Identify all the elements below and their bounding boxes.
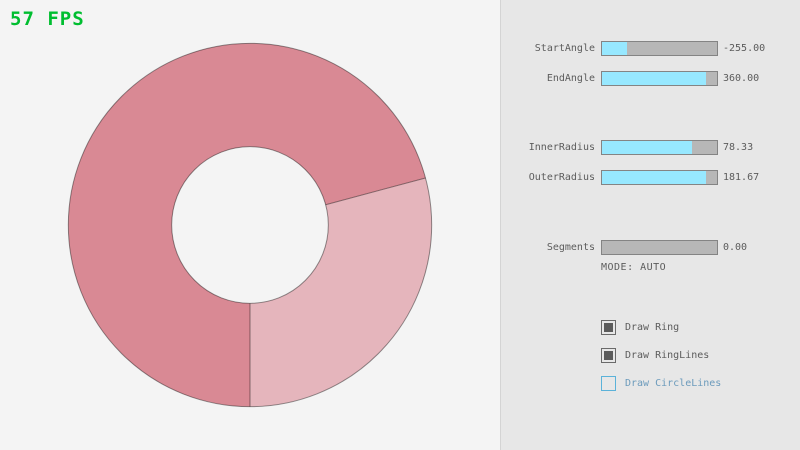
slider-row-startangle: StartAngle -255.00	[501, 41, 800, 56]
segments-value: 0.00	[723, 242, 748, 253]
outerradius-slider-fill	[602, 171, 707, 184]
outerradius-label: OuterRadius	[528, 172, 595, 183]
innerradius-slider-fill	[602, 141, 693, 154]
checkbox-label-draw-ringlines: Draw RingLines	[625, 350, 710, 361]
endangle-slider[interactable]	[601, 71, 718, 86]
segments-slider[interactable]	[601, 240, 718, 255]
innerradius-slider[interactable]	[601, 140, 718, 155]
outerradius-slider[interactable]	[601, 170, 718, 185]
ring-outer-outline	[67, 42, 433, 408]
ring-radial-line-start	[325, 177, 426, 206]
control-panel: StartAngle -255.00 EndAngle 360.00 Inner…	[500, 0, 800, 450]
endangle-value: 360.00	[723, 73, 760, 84]
ring-inner-outline	[171, 146, 329, 304]
ring-sector-double-pass	[68, 43, 426, 407]
slider-row-segments: Segments 0.00	[501, 240, 800, 255]
endangle-label: EndAngle	[546, 73, 595, 84]
innerradius-label: InnerRadius	[528, 142, 595, 153]
checkbox-label-draw-ring: Draw Ring	[625, 322, 680, 333]
slider-row-innerradius: InnerRadius 78.33	[501, 140, 800, 155]
innerradius-value: 78.33	[723, 142, 754, 153]
segments-label: Segments	[546, 242, 595, 253]
checkbox-label-draw-circlelines: Draw CircleLines	[625, 378, 722, 389]
checkbox-box-draw-ring[interactable]	[601, 320, 616, 335]
outerradius-value: 181.67	[723, 172, 760, 183]
startangle-label: StartAngle	[534, 43, 595, 54]
checkbox-box-draw-circlelines[interactable]	[601, 376, 616, 391]
ring-sector-single-pass	[250, 177, 432, 407]
startangle-slider[interactable]	[601, 41, 718, 56]
segments-mode-text: MODE: AUTO	[601, 262, 667, 273]
slider-row-outerradius: OuterRadius 181.67	[501, 170, 800, 185]
checkbox-box-draw-ringlines[interactable]	[601, 348, 616, 363]
ring-canvas	[67, 42, 433, 408]
fps-counter: 57 FPS	[10, 8, 85, 30]
startangle-value: -255.00	[723, 43, 766, 54]
slider-row-endangle: EndAngle 360.00	[501, 71, 800, 86]
endangle-slider-fill	[602, 72, 706, 85]
startangle-slider-fill	[602, 42, 627, 55]
